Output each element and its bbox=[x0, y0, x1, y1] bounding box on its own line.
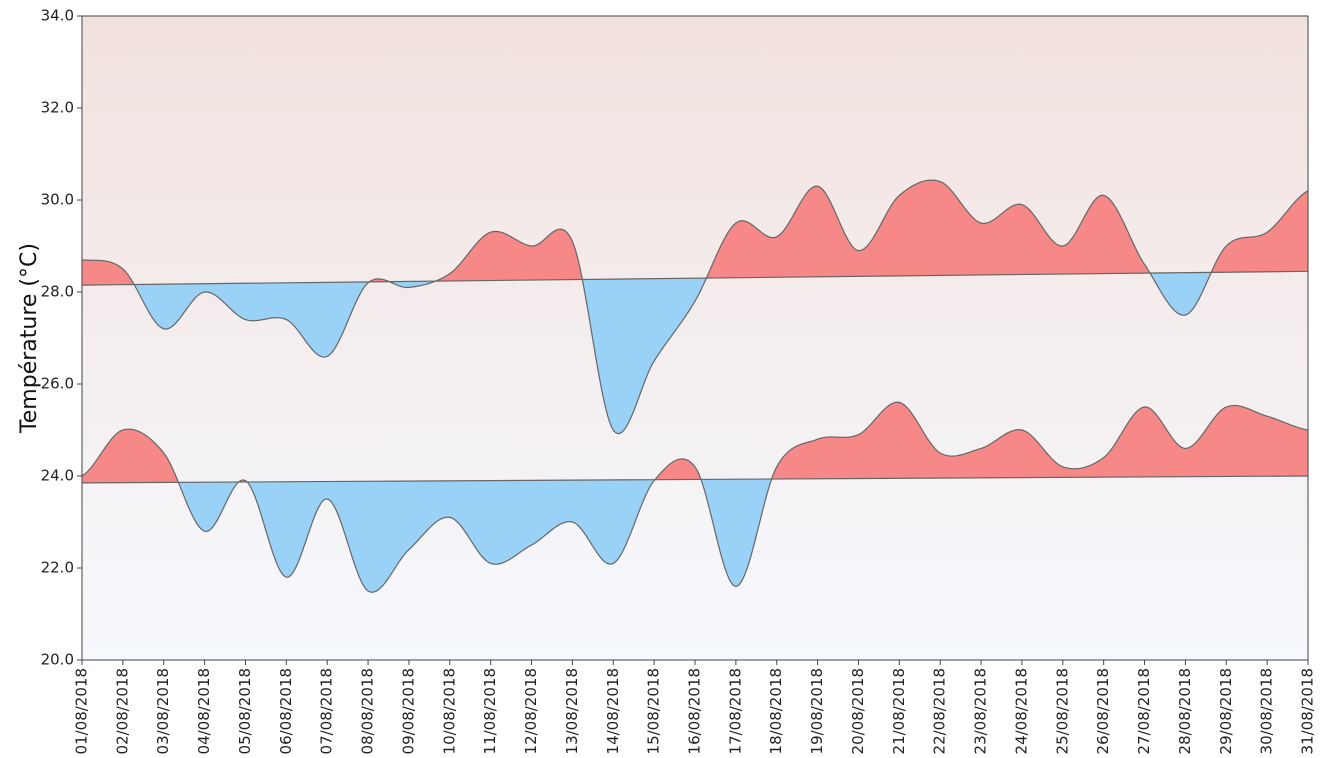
x-tick-label: 07/08/2018 bbox=[318, 668, 336, 754]
x-tick-label: 06/08/2018 bbox=[277, 668, 295, 754]
x-tick-label: 10/08/2018 bbox=[440, 668, 458, 754]
x-tick-label: 29/08/2018 bbox=[1217, 668, 1235, 754]
area-above-normal bbox=[771, 402, 1308, 480]
x-tick-label: 08/08/2018 bbox=[359, 668, 377, 754]
area-below-normal bbox=[178, 482, 239, 532]
x-tick-label: 12/08/2018 bbox=[522, 668, 540, 754]
x-tick-label: 20/08/2018 bbox=[849, 668, 867, 754]
daily-maximum-line bbox=[82, 179, 1308, 435]
x-tick-label: 22/08/2018 bbox=[931, 668, 949, 754]
x-tick-label: 18/08/2018 bbox=[767, 668, 785, 754]
daily-minimum-line bbox=[82, 401, 1308, 593]
area-below-normal bbox=[247, 479, 655, 593]
x-tick-label: 13/08/2018 bbox=[563, 668, 581, 754]
y-tick-label: 30.0 bbox=[41, 191, 74, 209]
series-lines bbox=[82, 179, 1308, 593]
y-axis-label: Température (°C) bbox=[17, 243, 42, 434]
x-tick-label: 26/08/2018 bbox=[1094, 668, 1112, 754]
area-above-normal bbox=[654, 458, 701, 480]
x-tick-label: 31/08/2018 bbox=[1299, 668, 1317, 754]
normal-minimum-line bbox=[82, 475, 1308, 484]
x-tick-label: 15/08/2018 bbox=[645, 668, 663, 754]
x-tick-label: 04/08/2018 bbox=[195, 668, 213, 754]
x-tick-label: 19/08/2018 bbox=[808, 668, 826, 754]
x-tick-label: 28/08/2018 bbox=[1176, 668, 1194, 754]
area-above-normal bbox=[82, 259, 135, 286]
x-tick-label: 17/08/2018 bbox=[726, 668, 744, 754]
x-tick-label: 02/08/2018 bbox=[113, 668, 131, 754]
x-axis: 01/08/2018 02/08/2018 03/08/2018 04/08/2018… bbox=[73, 660, 1317, 754]
x-tick-label: 24/08/2018 bbox=[1012, 668, 1030, 754]
area-below-normal bbox=[582, 278, 707, 434]
normal-maximum-line bbox=[82, 270, 1308, 286]
x-tick-label: 30/08/2018 bbox=[1258, 668, 1276, 754]
area-above-normal bbox=[1211, 190, 1308, 273]
x-tick-label: 14/08/2018 bbox=[604, 668, 622, 754]
x-tick-label: 03/08/2018 bbox=[154, 668, 172, 754]
area-above-normal bbox=[706, 180, 1151, 279]
x-tick-label: 11/08/2018 bbox=[481, 668, 499, 754]
y-tick-label: 24.0 bbox=[41, 467, 74, 485]
x-tick-label: 01/08/2018 bbox=[73, 668, 91, 754]
y-tick-label: 32.0 bbox=[41, 99, 74, 117]
y-tick-label: 22.0 bbox=[41, 559, 74, 577]
x-tick-label: 21/08/2018 bbox=[890, 668, 908, 754]
y-tick-label: 34.0 bbox=[41, 7, 74, 25]
x-tick-label: 09/08/2018 bbox=[399, 668, 417, 754]
area-below-normal bbox=[134, 281, 370, 358]
area-below-normal bbox=[700, 479, 772, 587]
y-tick-label: 26.0 bbox=[41, 375, 74, 393]
x-tick-label: 05/08/2018 bbox=[236, 668, 254, 754]
x-tick-label: 23/08/2018 bbox=[972, 668, 990, 754]
y-tick-label: 28.0 bbox=[41, 283, 74, 301]
y-axis: 20.0 22.0 24.0 26.0 28.0 30.0 32.0 34.0 bbox=[41, 7, 82, 669]
area-below-normal bbox=[1150, 272, 1212, 316]
x-tick-label: 27/08/2018 bbox=[1135, 668, 1153, 754]
plot-background bbox=[82, 16, 1308, 660]
x-tick-label: 25/08/2018 bbox=[1053, 668, 1071, 754]
area-above-normal bbox=[435, 229, 583, 282]
x-tick-label: 16/08/2018 bbox=[686, 668, 704, 754]
y-tick-label: 20.0 bbox=[41, 651, 74, 669]
